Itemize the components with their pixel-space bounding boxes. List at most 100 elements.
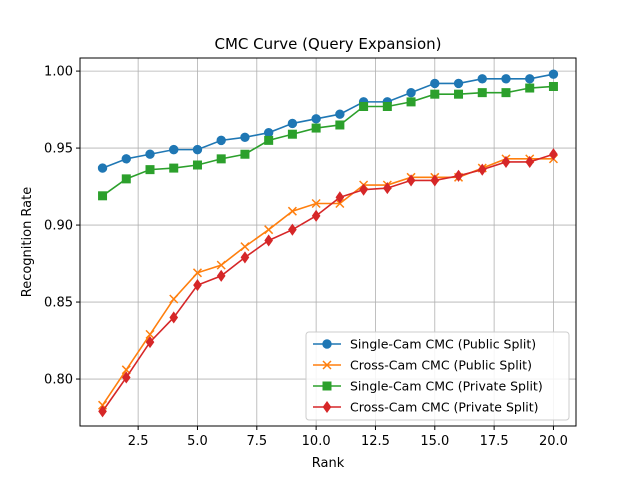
data-point	[121, 371, 131, 384]
data-point	[335, 109, 345, 119]
data-point	[430, 174, 440, 187]
data-point	[121, 174, 131, 184]
data-point	[322, 381, 332, 391]
data-point	[145, 165, 155, 175]
data-point	[193, 279, 202, 292]
data-point	[264, 225, 274, 235]
data-point	[477, 74, 487, 84]
data-point	[335, 191, 345, 204]
data-point	[287, 206, 297, 216]
x-tick-label: 2.5	[128, 434, 149, 449]
data-point	[145, 336, 155, 349]
data-point	[240, 242, 250, 252]
y-tick-label: 0.90	[44, 219, 73, 234]
data-point	[335, 198, 345, 209]
data-point	[383, 182, 392, 195]
x-tick-label: 17.5	[480, 434, 509, 449]
data-point	[311, 123, 321, 133]
data-point	[264, 135, 274, 145]
x-tick-label: 12.5	[361, 434, 390, 449]
legend-label: Single-Cam CMC (Private Split)	[350, 379, 543, 394]
legend-label: Single-Cam CMC (Public Split)	[350, 337, 536, 352]
y-tick-label: 1.00	[44, 65, 73, 80]
data-point	[430, 89, 440, 99]
data-point	[216, 260, 226, 270]
data-point	[454, 169, 463, 182]
data-point	[192, 160, 202, 170]
plot-frame	[79, 57, 577, 427]
data-point	[406, 97, 416, 107]
x-tick-label: 7.5	[246, 434, 267, 449]
data-point	[311, 209, 321, 222]
data-point	[477, 163, 487, 176]
data-point	[525, 74, 535, 84]
series	[98, 81, 558, 201]
x-axis-label: Rank	[312, 456, 345, 471]
series-line	[101, 153, 554, 412]
data-point	[322, 400, 332, 414]
data-point	[240, 149, 250, 159]
legend-box	[305, 331, 570, 421]
data-point	[169, 294, 179, 304]
data-point	[359, 102, 369, 112]
data-point	[192, 144, 203, 155]
data-point	[322, 360, 332, 370]
grid	[80, 58, 576, 426]
data-point	[453, 78, 464, 89]
data-point	[548, 81, 558, 91]
legend-label: Cross-Cam CMC (Public Split)	[350, 358, 532, 373]
x-tick-label: 5.0	[187, 434, 208, 449]
data-point	[98, 191, 108, 201]
data-point	[97, 163, 108, 173]
chart-title: CMC Curve (Query Expansion)	[215, 35, 442, 53]
legend-label: Cross-Cam CMC (Private Split)	[350, 400, 539, 415]
data-point	[145, 329, 155, 339]
data-point	[382, 102, 392, 112]
x-tick-label: 10.0	[302, 434, 331, 449]
data-point	[525, 155, 535, 168]
series	[98, 148, 558, 418]
data-point	[98, 405, 107, 418]
data-point	[501, 88, 511, 98]
legend: Single-Cam CMC (Public Split) Cross-Cam C…	[305, 331, 570, 421]
data-point	[406, 87, 416, 98]
data-point	[192, 268, 203, 278]
data-point	[501, 155, 511, 168]
data-point	[454, 89, 464, 99]
data-point	[311, 114, 321, 124]
data-point	[216, 154, 226, 164]
data-point	[548, 69, 559, 79]
x-tick-label: 20.0	[539, 434, 568, 449]
data-point	[145, 149, 155, 159]
data-point	[525, 83, 535, 93]
data-point	[335, 120, 345, 130]
y-tick-label: 0.80	[44, 373, 73, 388]
data-point	[501, 74, 511, 84]
x-axis: 2.5 5.0 7.5 10.0 12.5 15.0 17.5 20.0	[128, 426, 568, 449]
data-point	[322, 339, 332, 349]
data-point	[263, 127, 274, 138]
data-point	[169, 311, 179, 324]
data-point	[549, 148, 558, 161]
x-tick-label: 15.0	[420, 434, 449, 449]
plot-series	[97, 69, 559, 418]
data-point	[288, 223, 297, 236]
y-axis: 0.80 0.85 0.90 0.95 1.00	[44, 65, 80, 388]
data-point	[264, 234, 273, 247]
data-point	[477, 88, 487, 98]
data-point	[216, 135, 226, 146]
data-point	[121, 154, 131, 164]
data-point	[430, 78, 440, 89]
data-point	[216, 269, 226, 282]
y-tick-label: 0.95	[44, 142, 73, 157]
data-point	[406, 174, 416, 187]
data-point	[287, 118, 298, 129]
data-point	[359, 183, 368, 196]
data-point	[240, 132, 250, 142]
y-tick-label: 0.85	[44, 296, 73, 311]
data-point	[240, 251, 250, 264]
y-axis-label: Recognition Rate	[20, 187, 35, 298]
data-point	[169, 144, 179, 155]
data-point	[169, 163, 179, 173]
